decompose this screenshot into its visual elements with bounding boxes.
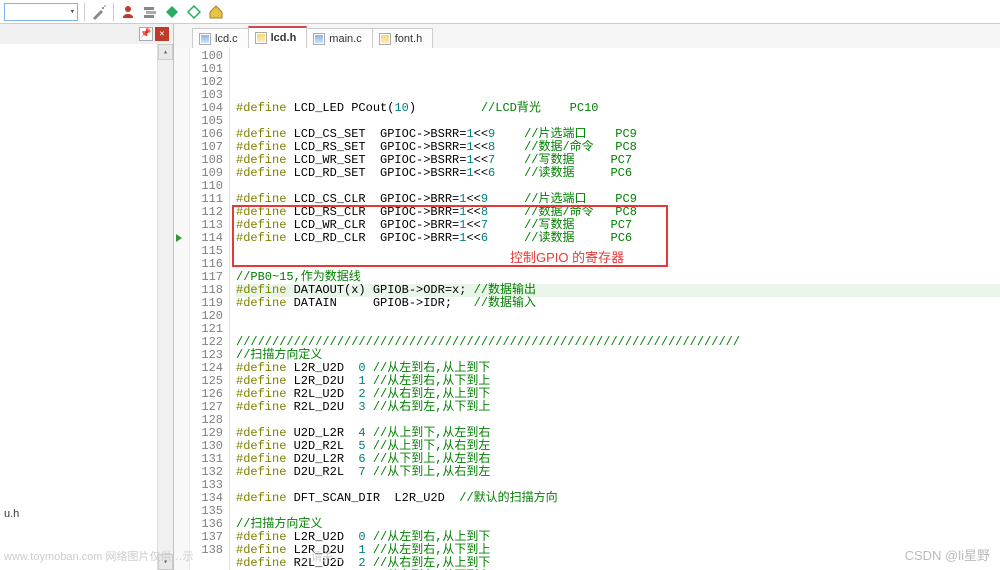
home-icon[interactable]: [208, 4, 224, 20]
code-line[interactable]: #define DATAIN GPIOB->IDR; //数据输入: [236, 297, 1000, 310]
margin-slot: [174, 466, 189, 479]
callout-label: 控制GPIO 的寄存器: [510, 251, 624, 264]
margin-slot: [174, 375, 189, 388]
margin-slot: [174, 102, 189, 115]
margin-slot: [174, 414, 189, 427]
watermark-center: …请关…: [300, 548, 344, 564]
code-line[interactable]: #define LCD_LED PCout(10) //LCD背光 PC10: [236, 102, 1000, 115]
code-area[interactable]: 控制GPIO 的寄存器 #define LCD_LED PCout(10) //…: [230, 48, 1000, 570]
watermark-left: www.toymoban.com 网络图片仅供…示: [4, 548, 193, 564]
margin-slot: [174, 362, 189, 375]
margin-slot: [174, 128, 189, 141]
tab-main-c[interactable]: main.c: [306, 28, 372, 48]
code-line[interactable]: [236, 505, 1000, 518]
margin-slot: [174, 336, 189, 349]
code-line[interactable]: [236, 310, 1000, 323]
code-line[interactable]: #define DFT_SCAN_DIR L2R_U2D //默认的扫描方向: [236, 492, 1000, 505]
margin-slot: [174, 271, 189, 284]
marker-margin: [174, 48, 190, 570]
code-line[interactable]: ////////////////////////////////////////…: [236, 336, 1000, 349]
tab-label: main.c: [329, 33, 361, 45]
margin-slot: [174, 154, 189, 167]
file-icon: [313, 33, 325, 45]
watermark-right: CSDN @li星野: [905, 545, 990, 564]
margin-slot: [174, 492, 189, 505]
diamond-outline-icon[interactable]: [186, 4, 202, 20]
tab-lcd-h[interactable]: lcd.h: [248, 26, 308, 48]
margin-slot: [174, 310, 189, 323]
tab-label: font.h: [395, 33, 423, 45]
margin-slot: [174, 219, 189, 232]
separator: [84, 3, 85, 21]
code-line[interactable]: #define LCD_RD_SET GPIOC->BSRR=1<<6 //读数…: [236, 167, 1000, 180]
margin-slot: [174, 479, 189, 492]
margin-slot: [174, 440, 189, 453]
code-editor[interactable]: 1001011021031041051061071081091101111121…: [174, 48, 1000, 570]
tab-lcd-c[interactable]: lcd.c: [192, 28, 249, 48]
margin-slot: [174, 505, 189, 518]
file-icon: [199, 33, 211, 45]
margin-slot: [174, 388, 189, 401]
margin-slot: [174, 115, 189, 128]
tree-item[interactable]: u.h: [4, 508, 169, 520]
file-tree[interactable]: u.h: [0, 44, 173, 524]
margin-slot: [174, 180, 189, 193]
person-icon[interactable]: [120, 4, 136, 20]
line-number: 138: [190, 544, 223, 557]
line-gutter: 1001011021031041051061071081091101111121…: [190, 48, 230, 570]
stack-icon[interactable]: [142, 4, 158, 20]
tab-font-h[interactable]: font.h: [372, 28, 434, 48]
margin-slot: [174, 453, 189, 466]
sidebar-header: 📌 ✕: [0, 24, 173, 44]
margin-slot: [174, 141, 189, 154]
close-icon[interactable]: ✕: [155, 27, 169, 41]
sidebar: 📌 ✕ u.h ▴ ▾: [0, 24, 174, 570]
margin-slot: [174, 284, 189, 297]
file-icon: [255, 32, 267, 44]
combo-box[interactable]: [4, 3, 78, 21]
margin-slot: [174, 427, 189, 440]
tab-label: lcd.c: [215, 33, 238, 45]
file-icon: [379, 33, 391, 45]
editor-pane: lcd.c lcd.h main.c font.h 10010110210310410…: [174, 24, 1000, 570]
margin-slot: [174, 206, 189, 219]
margin-slot: [174, 531, 189, 544]
margin-slot: [174, 232, 189, 245]
diamond-green-icon[interactable]: [164, 4, 180, 20]
main-area: 📌 ✕ u.h ▴ ▾ lcd.c lcd.h main.c font.h 10010…: [0, 24, 1000, 570]
margin-slot: [174, 323, 189, 336]
margin-slot: [174, 349, 189, 362]
margin-slot: [174, 76, 189, 89]
margin-slot: [174, 63, 189, 76]
margin-slot: [174, 193, 189, 206]
code-line[interactable]: #define R2L_D2U 3 //从右到左,从下到上: [236, 401, 1000, 414]
toolbar: [0, 0, 1000, 24]
margin-slot: [174, 401, 189, 414]
tab-label: lcd.h: [271, 32, 297, 44]
scroll-up-icon[interactable]: ▴: [158, 44, 173, 60]
margin-slot: [174, 50, 189, 63]
separator: [113, 3, 114, 21]
margin-slot: [174, 89, 189, 102]
code-line[interactable]: #define D2U_R2L 7 //从下到上,从右到左: [236, 466, 1000, 479]
pin-icon[interactable]: 📌: [139, 27, 153, 41]
code-line[interactable]: #define LCD_RD_CLR GPIOC->BRR=1<<6 //读数据…: [236, 232, 1000, 245]
margin-slot: [174, 167, 189, 180]
current-line-indicator-icon: [176, 234, 182, 242]
margin-slot: [174, 245, 189, 258]
margin-slot: [174, 518, 189, 531]
tab-bar: lcd.c lcd.h main.c font.h: [174, 24, 1000, 48]
margin-slot: [174, 258, 189, 271]
sidebar-scrollbar[interactable]: ▴ ▾: [157, 44, 173, 570]
margin-slot: [174, 297, 189, 310]
wand-icon[interactable]: [91, 4, 107, 20]
